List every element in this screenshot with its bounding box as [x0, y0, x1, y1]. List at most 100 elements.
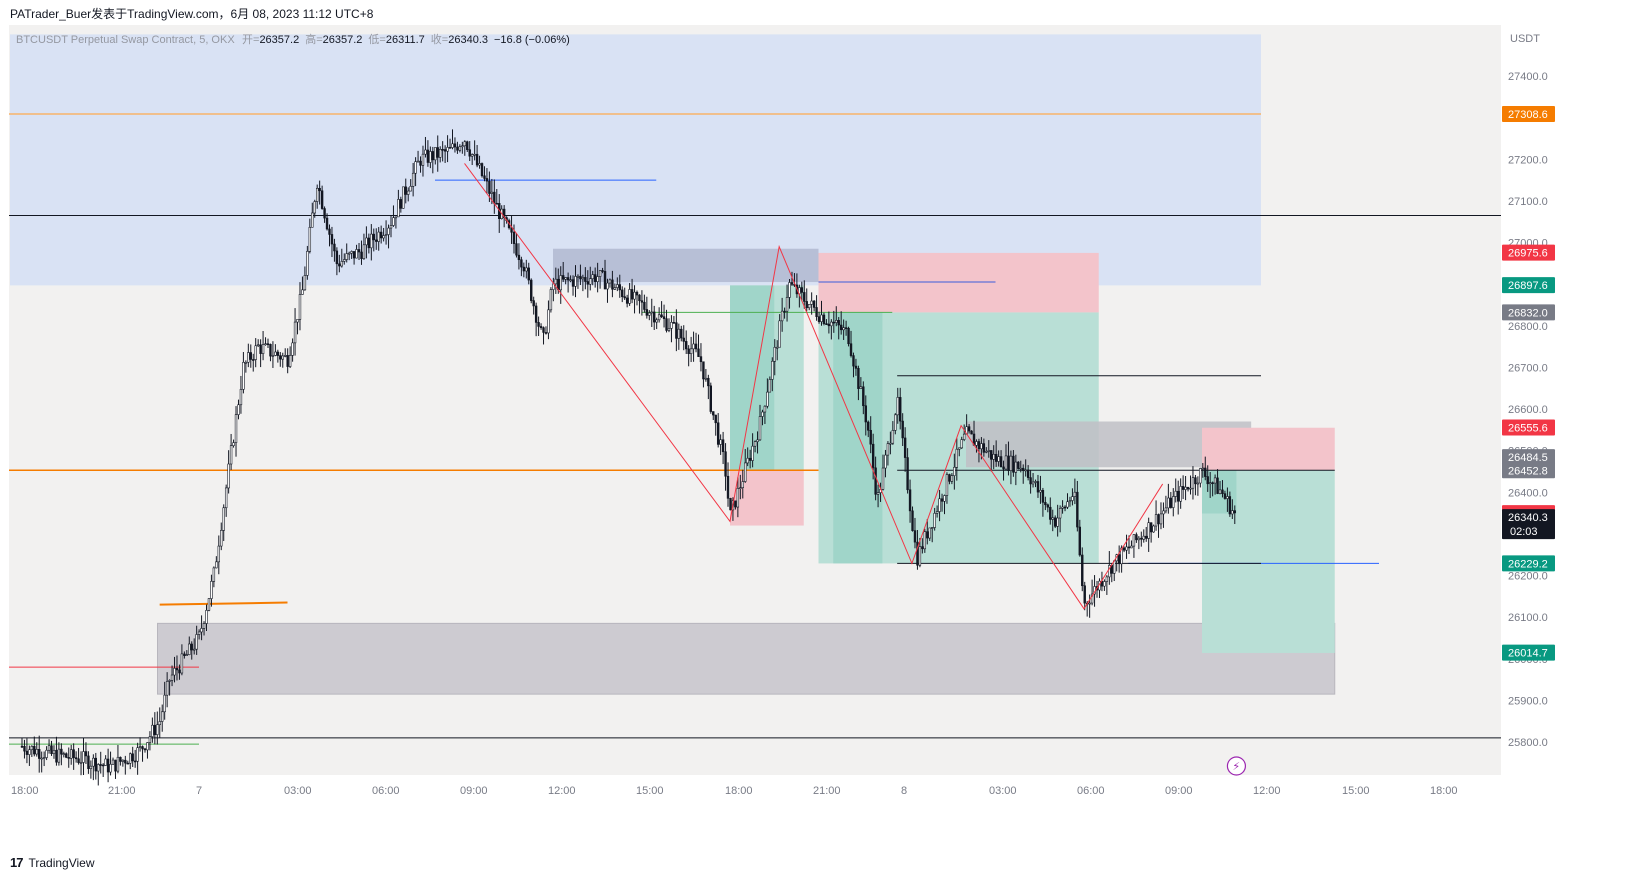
candle-body — [926, 531, 929, 539]
tv-logo-icon: 17 — [10, 855, 24, 870]
time-tick-label: 03:00 — [284, 785, 312, 797]
candle-body — [512, 231, 516, 244]
tradingview-logo[interactable]: 17 TradingView — [10, 855, 95, 870]
candle-body — [1177, 490, 1180, 502]
candle-body — [857, 368, 860, 389]
candle-body — [1186, 486, 1190, 490]
candle-body — [1221, 489, 1224, 494]
candle-body — [773, 346, 776, 362]
candle-body — [495, 202, 498, 205]
candle-body — [935, 511, 939, 514]
candle-body — [515, 243, 518, 256]
candle-body — [146, 742, 149, 751]
candle-body — [372, 233, 375, 241]
candle-body — [621, 289, 624, 297]
candle-body — [670, 322, 673, 329]
candle-body — [596, 276, 599, 282]
candle-body — [1105, 576, 1109, 582]
candle-body — [756, 439, 759, 442]
candle-body — [338, 263, 341, 267]
candle-body — [704, 377, 708, 380]
candle-body — [753, 441, 757, 447]
candle-body — [227, 463, 230, 489]
candle-body — [896, 397, 899, 416]
change-value: −16.8 (−0.06%) — [494, 34, 570, 46]
candle-body — [101, 764, 105, 767]
candle-body — [849, 343, 853, 356]
candle-body — [161, 711, 164, 722]
candle-body — [810, 300, 813, 305]
orange-trendline — [159, 601, 288, 606]
candle-body — [116, 756, 120, 772]
candle-body — [616, 284, 619, 288]
candle-body — [1058, 508, 1062, 519]
candle-body — [525, 267, 528, 272]
candle-body — [453, 143, 457, 148]
candle-body — [699, 356, 703, 363]
candle-body — [633, 291, 636, 300]
candle-body — [357, 249, 361, 253]
candle-body — [1068, 500, 1072, 503]
candle-body — [222, 507, 225, 531]
candle-body — [424, 149, 427, 155]
price-badge-label: 26975.6 — [1508, 248, 1548, 260]
candle-body — [126, 762, 129, 765]
candle-body — [259, 344, 262, 354]
candle-body — [1127, 546, 1131, 549]
candle-body — [985, 451, 988, 453]
candle-body — [684, 341, 688, 350]
candle-body — [370, 233, 373, 249]
candle-body — [662, 316, 666, 320]
candle-body — [962, 433, 966, 440]
candle-body — [729, 498, 732, 511]
candle-body — [411, 172, 415, 187]
candle-body — [158, 721, 161, 726]
candle-body — [537, 322, 540, 327]
candle-body — [579, 275, 582, 280]
candle-body — [296, 319, 299, 323]
candle-body — [1071, 496, 1074, 501]
candle-body — [133, 760, 137, 763]
brand-label: TradingView — [28, 855, 95, 870]
candle-body — [170, 674, 174, 681]
candle-body — [859, 386, 863, 389]
candle-body — [638, 294, 641, 301]
candle-body — [1130, 545, 1133, 549]
candle-body — [343, 259, 346, 262]
price-badge — [1502, 304, 1555, 321]
price-badge-label: 26014.7 — [1508, 648, 1548, 660]
candle-body — [35, 749, 38, 755]
candle-body — [549, 289, 553, 311]
candle-body — [916, 541, 919, 566]
open-value: 26357.2 — [259, 34, 299, 46]
candle-body — [269, 344, 272, 357]
currency-label: USDT — [1510, 33, 1540, 45]
candle-body — [958, 447, 961, 450]
candle-body — [72, 749, 75, 758]
candle-body — [279, 355, 282, 360]
candle-body — [913, 530, 917, 543]
candle-body — [771, 360, 774, 380]
candle-body — [375, 239, 378, 242]
short-stop-box — [818, 252, 1099, 313]
candle-body — [982, 443, 986, 453]
candle-body — [441, 148, 444, 151]
candle-body — [911, 510, 914, 531]
time-tick-label: 12:00 — [548, 785, 576, 797]
candle-body — [70, 749, 73, 759]
candle-body — [461, 145, 464, 148]
candle-body — [1024, 469, 1027, 472]
candle-body — [928, 527, 931, 539]
candle-body — [451, 143, 454, 148]
candle-body — [234, 414, 238, 443]
candle-body — [1162, 510, 1165, 515]
candle-body — [768, 379, 772, 393]
candle-body — [1140, 537, 1143, 540]
candle-body — [30, 746, 34, 751]
candle-body — [271, 355, 275, 357]
candle-body — [734, 500, 737, 508]
candle-body — [367, 237, 371, 249]
candle-body — [1159, 513, 1163, 525]
candle-body — [429, 151, 432, 163]
